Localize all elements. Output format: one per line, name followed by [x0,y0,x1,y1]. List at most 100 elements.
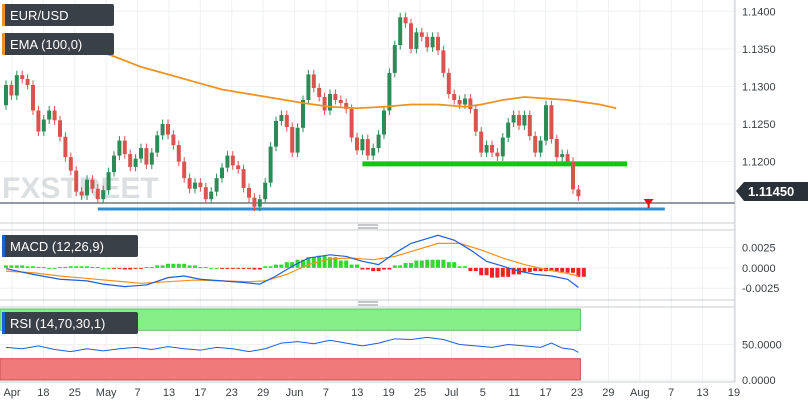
candle-body [425,36,430,48]
candle-body [349,109,354,138]
candle-body [252,197,257,207]
candle-body [419,32,424,37]
macd-histogram-bar [122,267,127,270]
candle-body [112,155,116,173]
macd-histogram-bar [187,265,192,268]
macd-histogram-bar [166,263,170,268]
macd-histogram-bar [538,267,543,272]
candle-body [311,74,316,88]
macd-histogram-bar [198,267,203,269]
macd-histogram-bar [414,260,419,268]
candle-body [414,32,419,49]
x-tick-label: 11 [509,387,520,399]
macd-histogram-bar [527,267,532,272]
candle-body [9,84,14,96]
macd-histogram-bar [241,267,246,269]
candle-body [506,122,511,138]
macd-histogram-bar [284,262,289,268]
symbol-label-accent [2,4,5,26]
macd-group [4,234,586,288]
candle-body [500,137,505,157]
macd-line [5,234,579,288]
candle-body [387,72,392,111]
candle-body [468,98,473,109]
candle-body [392,45,397,73]
candle-body [317,87,322,97]
macd-histogram-bar [52,267,57,269]
candle-body [176,145,181,162]
candle-body [144,148,149,165]
macd-histogram-bar [392,265,397,268]
macd-histogram-bar [160,265,165,268]
candle-body [322,96,327,111]
candle-body [79,191,84,196]
macd-histogram-bar [565,267,570,273]
macd-histogram-bar [90,267,95,269]
macd-histogram-bar [338,260,343,268]
candle-body [554,139,559,158]
macd-signal-line [5,242,579,284]
candle-body [490,145,494,153]
x-tick-label: 23 [226,387,238,399]
macd-tick-label: -0.0025 [742,283,779,295]
candle-body [117,140,122,156]
candle-body [95,188,100,200]
macd-histogram-bar [463,266,467,268]
candle-body [198,182,203,188]
macd-histogram-bar [533,267,538,272]
axes: Apr 18 25 May 7 13 17 23 29 Jun 7 13 19 25 Jul 5 11 17 23 2… [3,6,781,399]
macd-histogram-bar [328,257,332,268]
candle-body [544,105,548,141]
macd-histogram-bar [268,266,273,268]
rsi-oversold-zone [0,358,581,381]
panel-resize-handle-1[interactable] [358,224,378,229]
macd-histogram-bar [549,267,554,272]
x-tick-label: 17 [194,387,206,399]
candle-body [430,36,435,48]
x-tick-label: 13 [163,387,175,399]
x-tick-label: 29 [602,387,614,399]
macd-histogram-bar [344,260,349,268]
candle-body [382,110,386,135]
candle-body [225,155,230,168]
macd-histogram-bar [112,267,116,269]
candle-body [457,99,462,105]
macd-histogram-bar [252,267,257,270]
macd-histogram-bar [63,267,68,269]
macd-histogram-bar [128,267,133,270]
macd-histogram-bar [387,267,392,270]
price-tick-label: 1.1200 [742,157,776,169]
macd-histogram-bar [68,266,73,268]
candle-body [257,199,262,207]
rsi-bands [0,308,581,381]
last-price-tag-bg [736,182,808,201]
macd-histogram-bar [41,267,46,269]
macd-histogram-bar [95,267,100,269]
macd-histogram-bar [36,267,41,269]
panel-resize-handle-2[interactable] [358,301,378,306]
x-tick-label: 17 [540,387,552,399]
macd-histogram-bar [436,259,440,268]
candle-body [295,127,300,153]
macd-histogram-bar [117,267,122,269]
candle-body [14,75,19,96]
macd-label: MACD (12,26,9) [2,235,138,257]
ema-group [6,41,617,110]
macd-histogram-bar [576,267,581,277]
candle-body [328,93,332,111]
macd-histogram-bar [4,265,8,268]
candle-body [522,115,527,126]
last-price-text: 1.11450 [748,184,794,199]
candle-body [41,119,46,132]
macd-histogram-bar [20,265,25,268]
macd-histogram-bar [85,266,89,268]
x-tick-label: 5 [480,387,486,399]
macd-histogram-bar [376,267,381,272]
candle-body [279,115,284,122]
rsi-group [5,336,579,353]
macd-histogram-bar [101,267,106,269]
macd-histogram-bar [581,267,586,277]
candle-body [193,182,197,189]
